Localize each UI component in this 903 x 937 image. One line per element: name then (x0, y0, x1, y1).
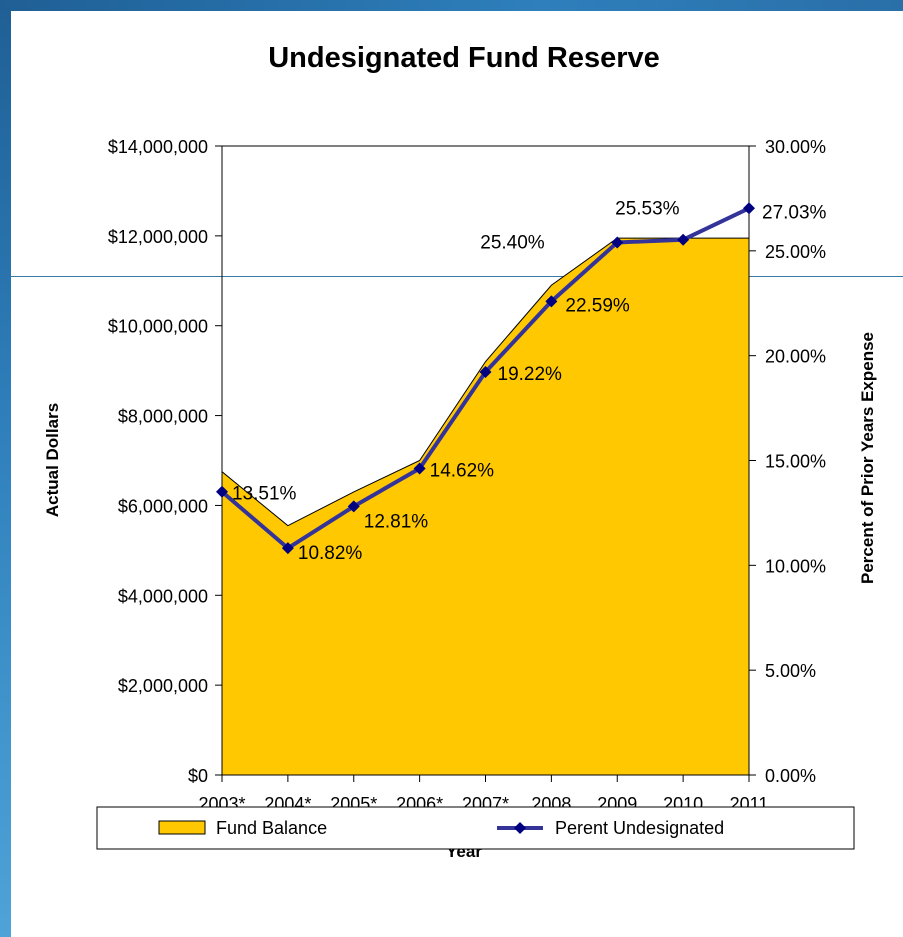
y2-tick-label: 15.00% (765, 452, 826, 472)
y-tick-label: $12,000,000 (108, 227, 208, 247)
data-label: 10.82% (298, 543, 363, 564)
y2-tick-label: 25.00% (765, 242, 826, 262)
chart-title: Undesignated Fund Reserve (268, 42, 660, 74)
legend-label: Fund Balance (216, 818, 327, 838)
fund-balance-area (221, 237, 750, 776)
legend: Fund Balance Perent Undesignated (96, 806, 855, 850)
y2-tick-label: 30.00% (765, 137, 826, 157)
y2-tick-label: 10.00% (765, 556, 826, 576)
y2-tick-label: 5.00% (765, 661, 816, 681)
data-label: 22.59% (565, 295, 630, 316)
slide-side-bar (0, 0, 11, 937)
data-label: 13.51% (232, 484, 297, 505)
y2-tick-label: 20.00% (765, 347, 826, 367)
legend-swatch-fund-balance (158, 820, 206, 835)
data-label: 25.53% (615, 199, 680, 220)
slide-top-bar (0, 0, 903, 11)
percent-point (677, 233, 690, 246)
y-tick-label: $2,000,000 (118, 676, 208, 696)
percent-point (281, 542, 294, 555)
data-label: 14.62% (430, 460, 495, 481)
percent-point (216, 485, 228, 498)
percent-point (479, 366, 492, 379)
data-label: 25.40% (480, 232, 545, 253)
label-layer: 13.51% 10.82%12.81% 14.62% 19.22% 22.59% 25.4… (232, 199, 827, 564)
legend-box (96, 806, 855, 850)
data-label: 12.81% (364, 511, 429, 532)
data-label: 19.22% (498, 364, 563, 385)
legend-swatch-marker (514, 822, 526, 834)
y-axis-title: Actual Dollars (43, 403, 62, 517)
line-layer (216, 202, 755, 555)
data-label: 27.03% (762, 202, 827, 223)
y-tick-label: $8,000,000 (118, 407, 208, 427)
axes-layer: $0 $2,000,000 $4,000,000 $6,000,000 $8,000,0… (108, 137, 826, 814)
area-layer (221, 237, 750, 776)
percent-point (545, 295, 558, 308)
percent-point (413, 462, 426, 475)
y-tick-label: $4,000,000 (118, 586, 208, 606)
percent-point (611, 236, 624, 249)
legend-label: Perent Undesignated (555, 818, 724, 838)
y-tick-label: $10,000,000 (108, 317, 208, 337)
y2-axis-title: Percent of Prior Years Expense (858, 332, 877, 584)
y-tick-label: $0 (188, 766, 208, 786)
y-tick-label: $14,000,000 (108, 137, 208, 157)
percent-point (347, 500, 360, 513)
y2-tick-label: 0.00% (765, 766, 816, 786)
percent-point (743, 202, 755, 215)
slide-divider-line (11, 276, 903, 277)
y-tick-label: $6,000,000 (118, 496, 208, 516)
